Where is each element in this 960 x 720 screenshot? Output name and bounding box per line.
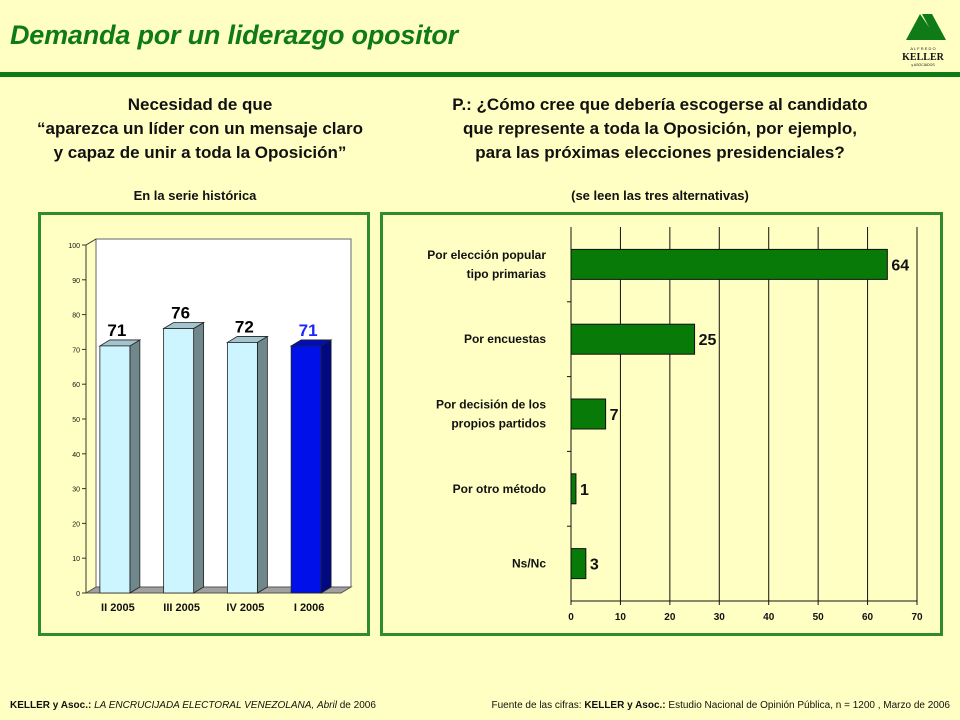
- footer-right-study: Estudio Nacional de Opinión Pública, n =…: [668, 700, 950, 711]
- y-tick-label: 20: [72, 521, 80, 528]
- y-tick-label: 40: [72, 452, 80, 459]
- logo-name: KELLER: [902, 52, 944, 63]
- footer-source: Fuente de las cifras: KELLER y Asoc.: Es…: [492, 700, 951, 711]
- y-tick-label: 70: [72, 347, 80, 354]
- x-tick-label: 20: [664, 612, 676, 623]
- y-axis-top-edge: [85, 238, 97, 246]
- category-label: propios partidos: [451, 417, 546, 431]
- y-tick-label: 50: [72, 417, 80, 424]
- bar-value-label: 1: [580, 482, 589, 499]
- right-subtitle: (se leen las tres alternativas): [571, 188, 749, 203]
- x-tick-label: II 2005: [101, 602, 135, 614]
- y-tick-label: 0: [76, 591, 80, 598]
- bar-value-label: 71: [299, 321, 318, 340]
- logo-letters: A L F R E D O: [910, 46, 935, 51]
- bar: [99, 345, 131, 594]
- y-tick-label: 100: [68, 243, 80, 250]
- category-label: Por decisión de los: [436, 398, 546, 412]
- keller-logo: A L F R E D O KELLER y ASOCIADOS: [892, 8, 954, 70]
- right-heading: P.: ¿Cómo cree que debería escogerse al …: [400, 93, 920, 165]
- left-heading-line-1: Necesidad de que: [127, 95, 273, 114]
- left-heading: Necesidad de que “aparezca un líder con …: [10, 93, 390, 165]
- footer-right-prefix: Fuente de las cifras:: [491, 700, 582, 711]
- bar-value-label: 7: [610, 407, 619, 424]
- bar: [570, 398, 607, 430]
- bar: [570, 473, 577, 505]
- bar: [290, 345, 322, 594]
- footer-left-month: Abril: [316, 700, 337, 711]
- plot-area: [571, 227, 917, 601]
- bar-side-face: [320, 339, 332, 594]
- y-tick-label: 80: [72, 313, 80, 320]
- footer-citation: KELLER y Asoc.: LA ENCRUCIJADA ELECTORAL…: [10, 700, 376, 711]
- bar: [570, 323, 696, 355]
- x-tick-label: 50: [813, 612, 825, 623]
- bar-value-label: 72: [235, 317, 254, 336]
- footer-left-year: de 2006: [339, 700, 376, 711]
- title-divider: [0, 72, 960, 77]
- right-heading-line-2: que represente a toda la Oposición, por …: [463, 119, 857, 138]
- bar-value-label: 3: [590, 557, 599, 574]
- x-tick-label: 60: [862, 612, 874, 623]
- y-tick-label: 90: [72, 278, 80, 285]
- category-label: Por otro método: [453, 482, 546, 496]
- bar-value-label: 71: [107, 321, 126, 340]
- x-tick-label: IV 2005: [226, 602, 264, 614]
- bar-value-label: 25: [699, 332, 717, 349]
- bar-side-face: [129, 339, 141, 594]
- x-tick-label: I 2006: [294, 602, 325, 614]
- x-tick-label: 40: [763, 612, 775, 623]
- x-tick-label: 10: [615, 612, 627, 623]
- bar: [570, 248, 888, 280]
- x-tick-label: III 2005: [163, 602, 200, 614]
- y-tick-label: 30: [72, 487, 80, 494]
- left-heading-line-2: “aparezca un líder con un mensaje claro: [37, 119, 363, 138]
- right-heading-line-3: para las próximas elecciones presidencia…: [475, 143, 845, 162]
- left-subtitle: En la serie histórica: [133, 188, 257, 203]
- bar-value-label: 64: [891, 257, 909, 274]
- bar-side-face: [256, 335, 268, 594]
- footer-left-author: KELLER y Asoc.:: [10, 700, 92, 711]
- method-bar-chart: 0 10 20 30 40 50 60 70 64 Por elección popular tip…: [427, 227, 923, 623]
- left-heading-line-3: y capaz de unir a toda la Oposición”: [53, 143, 347, 162]
- method-chart-panel: 0 10 20 30 40 50 60 70 64 Por elección popular tip…: [380, 212, 943, 636]
- footer-right-author: KELLER y Asoc.:: [584, 700, 666, 711]
- category-label: tipo primarias: [467, 267, 547, 281]
- category-label: Por encuestas: [464, 332, 546, 346]
- right-heading-line-1: P.: ¿Cómo cree que debería escogerse al …: [452, 95, 868, 114]
- x-tick-label: 70: [911, 612, 923, 623]
- footer-left-work: LA ENCRUCIJADA ELECTORAL VENEZOLANA,: [94, 700, 315, 711]
- category-label: Ns/Nc: [512, 557, 546, 571]
- y-tick-label: 10: [72, 556, 80, 563]
- bar-value-label: 76: [171, 304, 190, 323]
- bar: [226, 342, 258, 594]
- bar: [163, 328, 195, 594]
- historical-chart-panel: 0 10 20 30 40 50 60 70 80 90 100 71 II 2005 76 III 200…: [38, 212, 370, 636]
- category-label: Por elección popular: [427, 248, 546, 262]
- logo-sub: y ASOCIADOS: [911, 63, 935, 67]
- x-tick-label: 0: [568, 612, 574, 623]
- bar: [570, 548, 587, 580]
- keller-logo-mark: A L F R E D O KELLER y ASOCIADOS: [902, 14, 946, 67]
- bar-side-face: [193, 321, 205, 594]
- x-tick-label: 30: [714, 612, 726, 623]
- y-tick-label: 60: [72, 382, 80, 389]
- page-title: Demanda por un liderazgo opositor: [10, 20, 458, 50]
- historical-bar-chart: 0 10 20 30 40 50 60 70 80 90 100 71 II 2005 76 III 200…: [68, 238, 353, 614]
